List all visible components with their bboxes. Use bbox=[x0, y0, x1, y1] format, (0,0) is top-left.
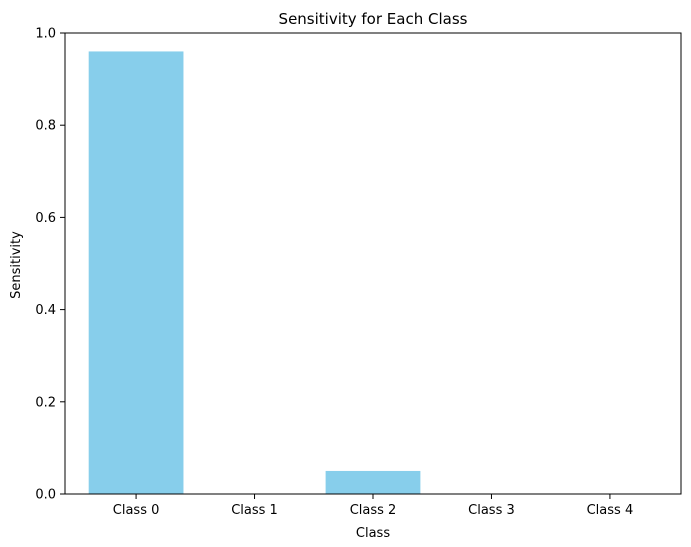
x-axis-label: Class bbox=[356, 526, 390, 541]
chart-title: Sensitivity for Each Class bbox=[279, 10, 468, 28]
plot-frame bbox=[64, 32, 682, 495]
y-tick-label: 0.4 bbox=[35, 303, 56, 318]
y-tick-label: 1.0 bbox=[35, 27, 56, 42]
x-tick-label: Class 3 bbox=[468, 503, 515, 518]
y-axis-label: Sensitivity bbox=[9, 231, 24, 299]
y-tick-label: 0.6 bbox=[35, 211, 56, 226]
y-tick-label: 0.8 bbox=[35, 119, 56, 134]
y-axis-ticks: 0.0 0.2 0.4 0.6 0.8 1.0 bbox=[35, 27, 65, 503]
y-tick-label: 0.0 bbox=[35, 488, 56, 503]
x-axis-ticks: Class 0 Class 1 Class 2 Class 3 Class 4 bbox=[113, 494, 633, 518]
bar-group bbox=[88, 51, 421, 494]
x-tick-label: Class 2 bbox=[350, 503, 397, 518]
bar-class-0 bbox=[88, 51, 184, 494]
y-tick-label: 0.2 bbox=[35, 395, 56, 410]
x-tick-label: Class 4 bbox=[587, 503, 634, 518]
x-tick-label: Class 0 bbox=[113, 503, 160, 518]
bar-class-2 bbox=[325, 470, 421, 494]
x-tick-label: Class 1 bbox=[231, 503, 278, 518]
